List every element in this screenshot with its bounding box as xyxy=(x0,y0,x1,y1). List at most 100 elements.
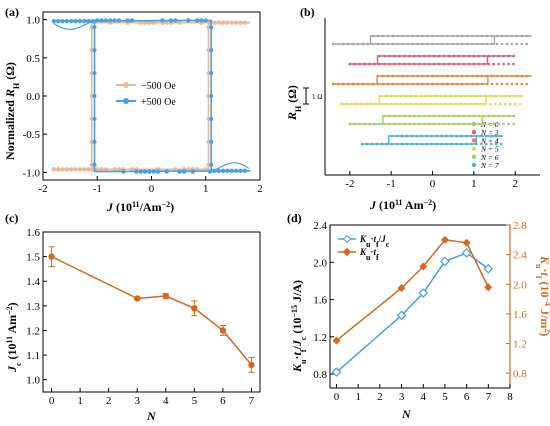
data-point xyxy=(173,18,177,22)
y-axis-label: Jc (1011 Am−2) xyxy=(5,302,23,373)
data-point xyxy=(449,103,452,106)
data-point xyxy=(125,18,129,22)
x-tick-label: 4 xyxy=(421,391,427,403)
data-point xyxy=(421,83,424,86)
data-point xyxy=(225,20,229,24)
data-point xyxy=(378,123,381,126)
data-point xyxy=(423,63,426,66)
data-point xyxy=(337,83,340,86)
x-tick-label: 7 xyxy=(249,395,255,407)
data-point xyxy=(521,43,524,46)
data-point xyxy=(516,75,519,78)
data-point xyxy=(91,19,95,23)
data-point xyxy=(411,143,414,146)
legend-marker xyxy=(472,146,476,150)
data-point xyxy=(451,75,454,78)
data-point xyxy=(497,55,500,58)
data-point xyxy=(377,43,380,46)
data-point xyxy=(496,43,499,46)
data-point xyxy=(117,18,121,22)
data-point xyxy=(476,43,479,46)
data-point xyxy=(512,55,515,58)
data-point xyxy=(425,135,428,138)
data-point xyxy=(469,103,472,106)
data-point xyxy=(349,63,352,66)
data-point xyxy=(494,95,497,98)
y2-tick-label: 1.2 xyxy=(513,339,527,351)
data-point xyxy=(425,95,428,98)
data-point xyxy=(138,169,142,173)
data-point xyxy=(521,83,524,86)
data-point xyxy=(468,63,471,66)
data-point xyxy=(455,143,458,146)
data-point xyxy=(435,135,438,138)
data-point xyxy=(406,75,409,78)
data-point xyxy=(516,35,519,38)
data-point xyxy=(406,83,409,86)
y-tick-label: 1.0 xyxy=(26,375,40,387)
series-pos-500oe xyxy=(52,18,251,174)
x-tick-label: 2 xyxy=(106,395,112,407)
data-point xyxy=(182,169,186,173)
data-point xyxy=(514,103,517,106)
data-point xyxy=(436,83,439,86)
data-point xyxy=(428,55,431,58)
data-point xyxy=(525,83,528,86)
data-point xyxy=(387,83,390,86)
data-point xyxy=(382,75,385,78)
data-point xyxy=(436,35,439,38)
x-tick-label: 1 xyxy=(355,391,361,403)
data-point xyxy=(525,35,528,38)
data-point xyxy=(491,35,494,38)
data-point xyxy=(418,123,421,126)
data-point xyxy=(416,43,419,46)
data-point xyxy=(461,35,464,38)
data-point xyxy=(355,103,358,106)
data-point xyxy=(60,167,64,171)
data-point xyxy=(466,75,469,78)
data-point xyxy=(438,63,441,66)
y-tick-label: 1.4 xyxy=(26,276,40,288)
data-point xyxy=(191,169,195,173)
data-point xyxy=(438,115,441,118)
data-point xyxy=(403,55,406,58)
series-line xyxy=(337,253,489,372)
data-point xyxy=(500,135,503,138)
data-point xyxy=(463,123,466,126)
data-point xyxy=(73,167,77,171)
data-point xyxy=(512,115,515,118)
y-tick-label: 1.6 xyxy=(26,227,40,239)
data-point xyxy=(426,43,429,46)
y-tick-label: -0.5 xyxy=(23,129,41,141)
data-point xyxy=(371,143,374,146)
data-point xyxy=(372,83,375,86)
data-point xyxy=(238,169,242,173)
legend-marker xyxy=(472,130,476,134)
x-tick-label: 6 xyxy=(464,391,470,403)
panel-d-label: (d) xyxy=(287,211,302,225)
data-point xyxy=(479,103,482,106)
y-axis-label: Ku·tf/Jc (10−15 J/A) xyxy=(290,280,308,373)
loop-line xyxy=(342,96,524,104)
data-point xyxy=(478,115,481,118)
data-point xyxy=(408,123,411,126)
data-point xyxy=(238,20,242,24)
data-point xyxy=(501,83,504,86)
data-point xyxy=(382,43,385,46)
panel-c-frame xyxy=(43,232,260,392)
data-point xyxy=(385,95,388,98)
data-point xyxy=(443,63,446,66)
data-point xyxy=(430,103,433,106)
data-point xyxy=(487,115,490,118)
data-point xyxy=(416,75,419,78)
data-point xyxy=(363,123,366,126)
data-point xyxy=(453,115,456,118)
data-point xyxy=(78,19,82,23)
data-point xyxy=(484,103,487,106)
data-point xyxy=(519,103,522,106)
data-point xyxy=(438,55,441,58)
data-point xyxy=(383,55,386,58)
data-point xyxy=(450,143,453,146)
data-point xyxy=(380,95,383,98)
data-point xyxy=(400,103,403,106)
